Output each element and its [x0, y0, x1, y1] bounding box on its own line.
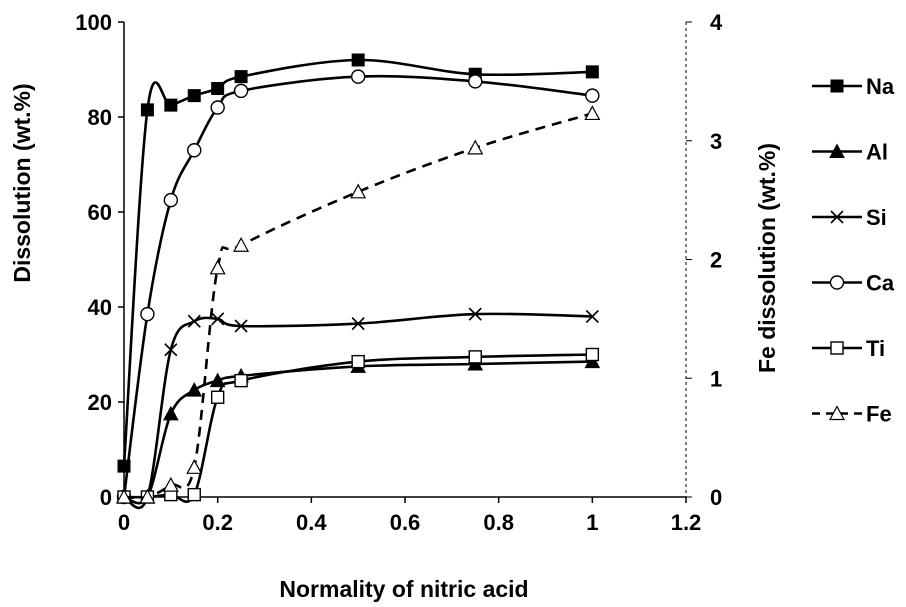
legend-label: Fe [866, 402, 892, 427]
y2-tick-label: 0 [710, 485, 722, 510]
legend: Na Al Si Ca Ti Fe [812, 74, 895, 427]
data-point-ca [210, 100, 225, 115]
data-point-fe [233, 236, 250, 252]
x-tick-label: 0.6 [390, 510, 421, 535]
series-line-ti [123, 353, 593, 503]
legend-label: Si [866, 205, 887, 230]
data-point-si [164, 343, 178, 357]
data-point-si [234, 319, 248, 333]
data-point-ca [350, 69, 366, 84]
x-tick-label: 0.4 [296, 510, 327, 535]
data-point-ti [351, 354, 365, 369]
data-point-al [162, 405, 179, 421]
legend-item-ti: Ti [812, 336, 885, 361]
y-tick-label: 0 [100, 485, 112, 510]
data-point-ti [210, 390, 225, 404]
data-point-na [211, 82, 225, 95]
legend-label: Ca [866, 271, 895, 296]
legend-item-si: Si [812, 205, 887, 230]
data-point-ca [585, 88, 600, 103]
data-point-ca [163, 192, 179, 208]
data-point-fe [186, 459, 203, 474]
legend-marker [830, 210, 844, 224]
x-tick-label: 0.2 [202, 510, 233, 535]
series-line-fe [123, 112, 593, 500]
data-point-fe [209, 259, 226, 275]
data-point-ti [187, 487, 201, 502]
series-ca [116, 69, 600, 505]
data-point-na [585, 65, 599, 79]
data-point-si [585, 309, 599, 324]
x-axis-title: Normality of nitric acid [279, 576, 528, 602]
data-point-ti [234, 373, 248, 388]
legend-label: Al [866, 140, 888, 165]
y-tick-label: 40 [88, 295, 112, 320]
legend-item-fe: Fe [812, 402, 892, 427]
data-point-ca [140, 306, 155, 322]
y-tick-label: 20 [88, 390, 112, 415]
data-point-na [164, 98, 178, 112]
legend-label: Na [866, 74, 895, 99]
series-line-na [122, 58, 593, 467]
y2-tick-label: 2 [710, 248, 722, 273]
legend-label: Ti [866, 336, 885, 361]
legend-item-ca: Ca [812, 271, 895, 296]
series-line-al [123, 360, 593, 505]
data-point-fe [584, 105, 601, 121]
x-tick-label: 1 [586, 510, 598, 535]
data-point-si [351, 317, 365, 331]
data-point-si [468, 307, 482, 321]
legend-marker [829, 275, 845, 290]
x-tick-label: 0 [118, 510, 130, 535]
axes: 0 0.2 0.4 0.6 0.8 1 1.2 0 20 40 60 80 100 0 1 2 3 4 [75, 10, 723, 535]
y2-tick-label: 1 [710, 366, 722, 391]
y2-axis-title: Fe dissolution (wt.%) [754, 143, 780, 373]
data-point-fe [139, 488, 156, 504]
data-point-na [187, 89, 201, 103]
data-point-ca [468, 74, 483, 89]
y-tick-label: 80 [88, 105, 112, 130]
x-tick-label: 0.8 [483, 510, 514, 535]
series-na [117, 53, 599, 473]
data-point-fe [162, 476, 179, 492]
data-point-al [186, 382, 203, 397]
data-point-fe [350, 183, 367, 199]
legend-item-al: Al [812, 140, 888, 165]
data-point-ca [233, 83, 249, 99]
y2-tick-label: 4 [710, 10, 723, 35]
data-point-na [140, 103, 154, 117]
y-axis-title: Dissolution (wt.%) [9, 83, 35, 282]
legend-item-na: Na [812, 74, 895, 99]
data-point-ca [187, 143, 202, 158]
data-point-fe [115, 488, 133, 504]
data-point-al [209, 372, 226, 388]
y-tick-label: 60 [88, 200, 112, 225]
data-point-na [351, 53, 365, 67]
data-point-ti [585, 347, 600, 362]
series-line-ca [122, 74, 593, 498]
series-line-si [123, 312, 593, 510]
legend-marker [828, 405, 846, 421]
data-point-si [187, 314, 201, 328]
data-point-na [234, 70, 248, 84]
legend-marker [830, 79, 844, 93]
data-point-si [211, 312, 225, 326]
legend-marker [830, 341, 844, 355]
y2-tick-label: 3 [710, 129, 722, 154]
series-si [117, 307, 599, 510]
y-tick-label: 100 [75, 10, 112, 35]
x-tick-label: 1.2 [671, 510, 702, 535]
series-layer [115, 53, 601, 510]
series-fe [115, 105, 601, 504]
legend-marker [829, 143, 845, 158]
data-point-fe [467, 139, 484, 155]
data-point-ti [468, 350, 482, 364]
